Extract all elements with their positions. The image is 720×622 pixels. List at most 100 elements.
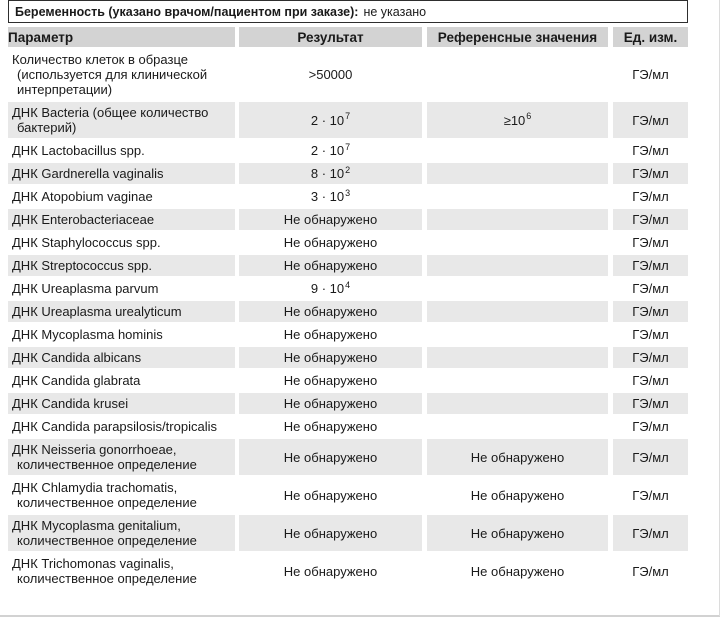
- unit-cell: ГЭ/мл: [632, 281, 669, 296]
- parameter-line: (используется для клинической: [17, 67, 208, 82]
- parameter-cell: ДНК Ureaplasma parvum: [8, 278, 235, 299]
- table-row: ДНК Candida parapsilosis/tropicalis Не об…: [8, 416, 688, 437]
- table-row: ДНК Gardnerella vaginalis 8 · 10 2 ГЭ/мл: [8, 163, 688, 184]
- reference-cell: Не обнаружено: [427, 515, 608, 551]
- parameter-line: Количество клеток в образце: [12, 52, 188, 67]
- unit-cell: ГЭ/мл: [632, 143, 669, 158]
- parameter-cell: ДНК Candida glabrata: [8, 370, 235, 391]
- result-cell: 9 · 10 4: [310, 279, 351, 296]
- reference-cell: [427, 324, 608, 345]
- table-row: ДНК Mycoplasma genitalium, количественное…: [8, 515, 688, 551]
- parameter-line: ДНК Gardnerella vaginalis: [12, 166, 164, 181]
- unit-cell: ГЭ/мл: [632, 563, 669, 579]
- unit-cell: ГЭ/мл: [613, 209, 688, 230]
- pregnancy-value: не указано: [363, 4, 427, 19]
- table-row: ДНК Enterobacteriaceae Не обнаружено ГЭ/мл: [8, 209, 688, 230]
- reference-cell: [427, 186, 608, 207]
- table-row: ДНК Candida krusei Не обнаружено ГЭ/мл: [8, 393, 688, 414]
- parameter-cell: ДНК Streptococcus spp.: [8, 255, 235, 276]
- result-cell: Не обнаружено: [283, 373, 378, 388]
- reference-cell: [427, 301, 608, 322]
- result-cell: 3 · 10 3: [310, 187, 351, 204]
- unit-cell: ГЭ/мл: [632, 67, 669, 82]
- result-cell: Не обнаружено: [283, 327, 378, 342]
- header-units: Ед. изм.: [613, 27, 688, 47]
- table-row: ДНК Mycoplasma hominis Не обнаружено ГЭ/мл: [8, 324, 688, 345]
- unit-cell: ГЭ/мл: [613, 515, 688, 551]
- parameter-line: ДНК Mycoplasma hominis: [12, 327, 163, 342]
- parameter-line: ДНК Mycoplasma genitalium,: [12, 518, 181, 533]
- parameter-line: ДНК Bacteria (общее количество: [12, 105, 209, 120]
- reference-cell: [427, 49, 608, 100]
- parameter-line: ДНК Candida parapsilosis/tropicalis: [12, 419, 217, 434]
- result-cell: Не обнаружено: [239, 439, 422, 475]
- pregnancy-field: Беременность (указано врачом/пациентом п…: [8, 0, 688, 23]
- right-edge-line: [718, 0, 720, 616]
- reference-cell: Не обнаружено: [470, 487, 565, 503]
- result-cell: Не обнаружено: [239, 515, 422, 551]
- unit-cell: ГЭ/мл: [613, 102, 688, 138]
- header-parameter: Параметр: [8, 27, 235, 47]
- table-row: ДНК Lactobacillus spp. 2 · 10 7 ГЭ/мл: [8, 140, 688, 161]
- parameter-cell: ДНК Mycoplasma hominis: [8, 324, 235, 345]
- table-header: Параметр Результат Референсные значения …: [8, 27, 688, 47]
- parameter-cell: ДНК Atopobium vaginae: [8, 186, 235, 207]
- result-cell: Не обнаружено: [239, 255, 422, 276]
- parameter-cell: ДНК Neisseria gonorrhoeae, количественное…: [8, 439, 235, 475]
- unit-cell: ГЭ/мл: [613, 301, 688, 322]
- parameter-line: количественное определение: [17, 533, 197, 548]
- parameter-cell: ДНК Lactobacillus spp.: [8, 140, 235, 161]
- unit-cell: ГЭ/мл: [632, 487, 669, 503]
- parameter-line: ДНК Candida glabrata: [12, 373, 141, 388]
- unit-cell: ГЭ/мл: [632, 419, 669, 434]
- reference-cell: [427, 347, 608, 368]
- result-cell: 2 · 10 7: [239, 102, 422, 138]
- parameter-line: ДНК Atopobium vaginae: [12, 189, 153, 204]
- table-row: ДНК Staphylococcus spp. Не обнаружено ГЭ/м…: [8, 232, 688, 253]
- unit-cell: ГЭ/мл: [613, 347, 688, 368]
- parameter-cell: ДНК Chlamydia trachomatis, количественное…: [8, 477, 235, 513]
- table-row: ДНК Bacteria (общее количество бактерий) 2…: [8, 102, 688, 138]
- result-cell: Не обнаружено: [283, 419, 378, 434]
- result-cell: Не обнаружено: [239, 209, 422, 230]
- unit-cell: ГЭ/мл: [613, 163, 688, 184]
- parameter-line: ДНК Ureaplasma urealyticum: [12, 304, 182, 319]
- parameter-line: интерпретации): [17, 82, 113, 97]
- parameter-cell: ДНК Candida parapsilosis/tropicalis: [8, 416, 235, 437]
- result-cell: 8 · 10 2: [239, 163, 422, 184]
- reference-cell: [427, 140, 608, 161]
- parameter-cell: ДНК Gardnerella vaginalis: [8, 163, 235, 184]
- reference-cell: [427, 163, 608, 184]
- result-cell: Не обнаружено: [239, 301, 422, 322]
- parameter-line: ДНК Enterobacteriaceae: [12, 212, 155, 227]
- unit-cell: ГЭ/мл: [632, 235, 669, 250]
- parameter-line: ДНК Chlamydia trachomatis,: [12, 480, 178, 495]
- bottom-divider: [0, 615, 720, 617]
- parameter-line: ДНК Staphylococcus spp.: [12, 235, 161, 250]
- parameter-cell: ДНК Candida krusei: [8, 393, 235, 414]
- table-row: ДНК Streptococcus spp. Не обнаружено ГЭ/мл: [8, 255, 688, 276]
- reference-cell: Не обнаружено: [470, 563, 565, 579]
- parameter-line: количественное определение: [17, 457, 197, 472]
- parameter-line: ДНК Lactobacillus spp.: [12, 143, 145, 158]
- parameter-cell: ДНК Bacteria (общее количество бактерий): [8, 102, 235, 138]
- result-cell: Не обнаружено: [239, 347, 422, 368]
- table-row: Количество клеток в образце (используется…: [8, 49, 688, 100]
- result-cell: Не обнаружено: [239, 393, 422, 414]
- unit-cell: ГЭ/мл: [613, 439, 688, 475]
- table-rows: Количество клеток в образце (используется…: [0, 49, 720, 589]
- parameter-line: количественное определение: [17, 495, 197, 510]
- reference-cell: [427, 232, 608, 253]
- result-cell: >50000: [308, 67, 353, 82]
- unit-cell: ГЭ/мл: [613, 393, 688, 414]
- table-row: ДНК Atopobium vaginae 3 · 10 3 ГЭ/мл: [8, 186, 688, 207]
- reference-cell: [427, 255, 608, 276]
- parameter-line: ДНК Neisseria gonorrhoeae,: [12, 442, 177, 457]
- unit-cell: ГЭ/мл: [632, 373, 669, 388]
- result-cell: Не обнаружено: [283, 235, 378, 250]
- reference-cell: [427, 278, 608, 299]
- reference-cell: [427, 393, 608, 414]
- unit-cell: ГЭ/мл: [632, 327, 669, 342]
- header-result: Результат: [239, 27, 422, 47]
